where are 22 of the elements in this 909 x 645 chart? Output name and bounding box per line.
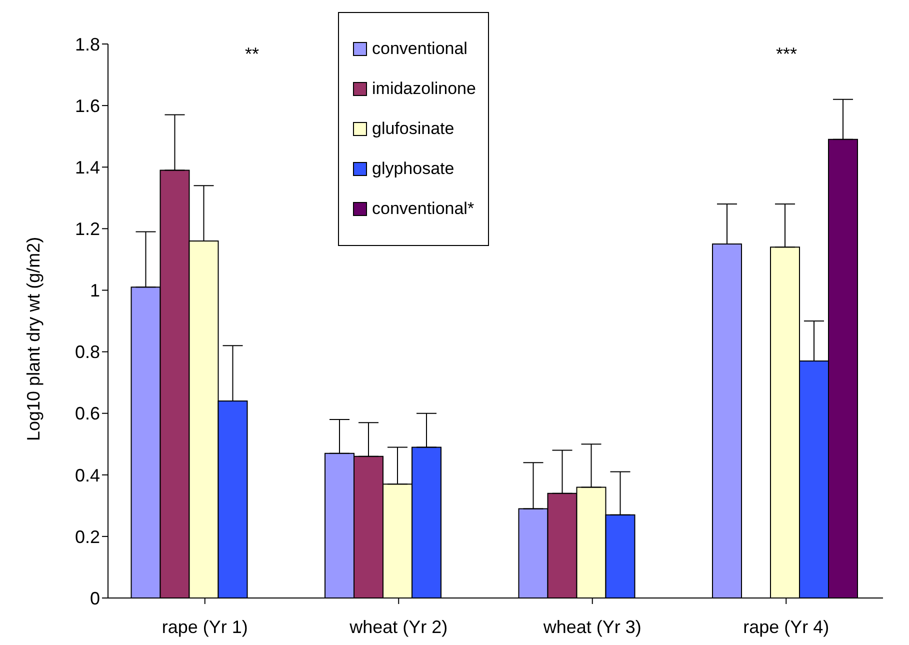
- y-tick-label: 0: [90, 588, 100, 608]
- x-tick-label: wheat (Yr 2): [348, 616, 448, 637]
- x-tick-label: rape (Yr 4): [743, 616, 830, 637]
- x-tick-label: wheat (Yr 3): [542, 616, 642, 637]
- y-tick-label: 0.2: [74, 526, 100, 547]
- y-tick-label: 0.4: [74, 465, 100, 486]
- legend-label: imidazolinone: [372, 79, 476, 99]
- legend-label: glyphosate: [372, 159, 454, 179]
- y-tick-label: 1.8: [74, 34, 100, 54]
- legend-label: conventional*: [372, 199, 474, 219]
- y-tick-label: 1: [90, 280, 100, 301]
- x-tick-label: rape (Yr 1): [162, 616, 248, 637]
- legend-label: glufosinate: [372, 119, 454, 139]
- y-tick-label: 0.6: [74, 404, 100, 424]
- annotation: ***: [776, 44, 798, 65]
- legend-label: conventional: [372, 39, 468, 59]
- y-axis-title: Log10 plant dry wt (g/m2): [23, 236, 44, 441]
- y-tick-label: 1.6: [74, 96, 100, 116]
- y-tick-label: 1.2: [74, 219, 100, 240]
- y-tick-label: 1.4: [74, 158, 100, 178]
- y-tick-label: 0.8: [74, 342, 100, 362]
- annotation: **: [245, 44, 260, 65]
